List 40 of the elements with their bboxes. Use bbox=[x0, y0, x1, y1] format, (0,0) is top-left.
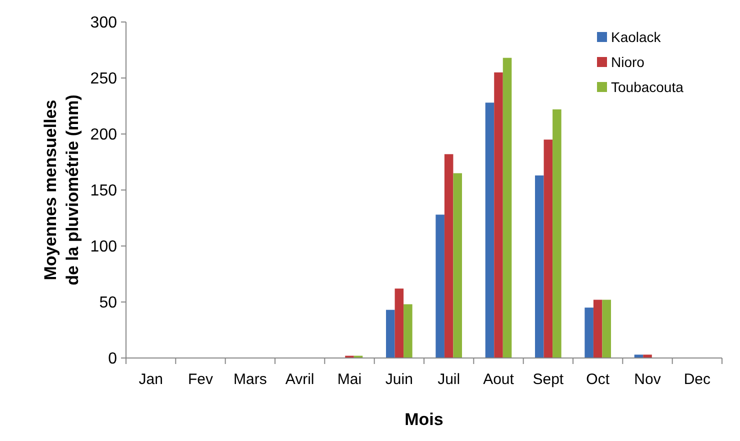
y-tick-label: 250 bbox=[90, 70, 118, 88]
bar bbox=[394, 288, 404, 358]
bar bbox=[552, 109, 562, 358]
bar bbox=[544, 140, 553, 358]
x-tick-label: Mars bbox=[233, 371, 267, 388]
bar bbox=[444, 154, 454, 358]
bar bbox=[494, 72, 503, 358]
y-tick-label: 150 bbox=[90, 182, 118, 200]
bar bbox=[602, 300, 611, 358]
y-tick-label: 0 bbox=[108, 350, 118, 368]
bar bbox=[386, 310, 395, 358]
bar bbox=[643, 354, 652, 358]
x-tick-label: Nov bbox=[634, 371, 662, 388]
y-tick-label: 200 bbox=[90, 126, 118, 144]
x-tick-label: Mai bbox=[337, 371, 362, 388]
bar bbox=[404, 304, 412, 358]
legend-label: Nioro bbox=[611, 54, 645, 70]
x-tick-label: Dec bbox=[684, 371, 711, 388]
bar bbox=[593, 300, 602, 358]
x-tick-label: Sept bbox=[532, 371, 564, 388]
bar bbox=[535, 175, 544, 358]
legend-label: Toubacouta bbox=[611, 78, 684, 95]
y-tick-label: 300 bbox=[90, 14, 118, 32]
x-tick-label: Oct bbox=[586, 371, 610, 388]
x-tick-label: Juin bbox=[385, 371, 413, 388]
legend-label: Kaolack bbox=[611, 28, 662, 45]
bar bbox=[502, 58, 512, 358]
y-tick-label: 50 bbox=[99, 294, 118, 312]
x-tick-label: Avril bbox=[285, 371, 314, 388]
y-tick-label: 100 bbox=[90, 238, 118, 256]
y-axis-title: Moyennes mensuelles de la pluviométrie (mm) bbox=[41, 94, 82, 286]
x-tick-label: Juil bbox=[438, 371, 460, 388]
x-tick-label: Aout bbox=[483, 371, 515, 388]
bar bbox=[453, 173, 462, 358]
x-tick-label: Jan bbox=[138, 371, 163, 388]
x-axis-title: Mois bbox=[404, 410, 444, 429]
bar bbox=[485, 102, 494, 358]
bar bbox=[436, 214, 444, 358]
x-tick-label: Fev bbox=[188, 371, 214, 388]
bar bbox=[584, 308, 594, 358]
